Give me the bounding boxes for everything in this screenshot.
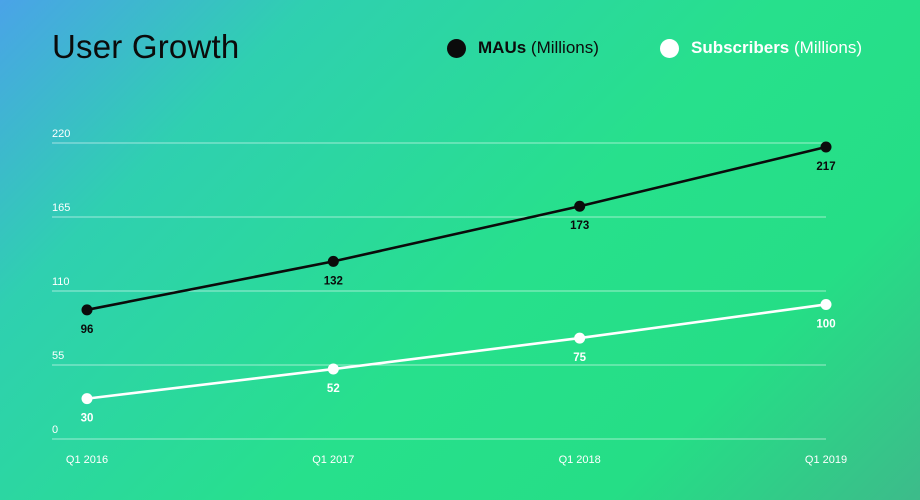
y-tick-label-4: 220: [52, 128, 70, 140]
data-point-subscribers-3: [820, 298, 832, 310]
x-tick-label-0: Q1 2016: [66, 454, 108, 466]
legend-unit-maus: (Millions): [530, 38, 599, 57]
data-label-subscribers-3: 100: [816, 318, 835, 330]
y-tick-label-3: 165: [52, 202, 70, 214]
data-point-subscribers-1: [327, 363, 339, 375]
data-label-maus-1: 132: [324, 275, 343, 287]
legend-unit-subscribers: (Millions): [794, 38, 862, 57]
chart-title: User Growth: [52, 28, 240, 65]
x-tick-label-2: Q1 2018: [559, 454, 601, 466]
series-line-subscribers: [86, 303, 827, 400]
legend-item-maus: MAUs (Millions): [447, 38, 599, 58]
data-point-maus-0: [81, 304, 93, 316]
legend-item-subscribers: Subscribers (Millions): [660, 38, 862, 58]
legend-swatch-subscribers: [660, 38, 679, 58]
data-point-maus-2: [574, 200, 586, 212]
x-tick-label-1: Q1 2017: [312, 454, 354, 466]
x-tick-label-3: Q1 2019: [805, 454, 847, 466]
data-label-subscribers-1: 52: [327, 383, 340, 395]
y-tick-label-1: 55: [52, 350, 64, 362]
data-label-subscribers-2: 75: [573, 352, 586, 364]
data-point-subscribers-0: [81, 393, 93, 405]
data-label-maus-0: 96: [81, 324, 94, 336]
data-point-maus-1: [327, 255, 339, 267]
y-tick-label-2: 110: [52, 276, 70, 288]
data-label-maus-2: 173: [570, 220, 589, 232]
legend-swatch-maus: [447, 38, 466, 58]
data-label-maus-3: 217: [816, 161, 835, 173]
data-label-subscribers-0: 30: [81, 413, 94, 425]
data-point-subscribers-2: [574, 332, 586, 344]
legend-label-subscribers: Subscribers: [691, 38, 790, 57]
data-point-maus-3: [820, 141, 832, 153]
y-tick-label-0: 0: [52, 424, 58, 436]
legend-label-maus: MAUs: [478, 38, 527, 57]
series-line-maus: [86, 145, 827, 312]
